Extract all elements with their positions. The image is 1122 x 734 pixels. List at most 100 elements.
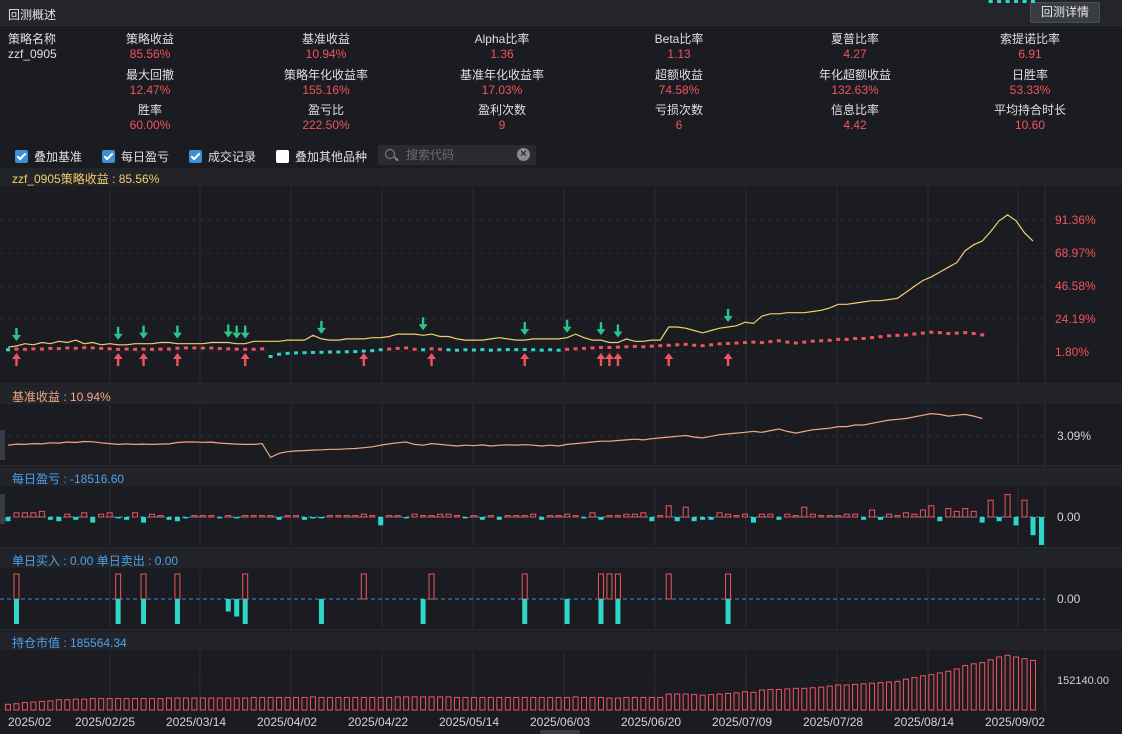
benchmark-overlay-mark [649,344,654,348]
pnl-bar [420,515,427,518]
metric-label: 亏损次数 [654,103,703,117]
holding-bar [504,696,511,711]
holding-bar [606,697,613,711]
metric-item: 基准收益 10.94% [246,32,406,62]
pnl-bar [555,515,562,518]
holding-bar [182,697,189,711]
buy-arrow-icon [613,353,623,366]
checkbox-checked-icon[interactable] [102,149,115,163]
benchmark-overlay-mark [336,350,341,354]
checkbox-checked-icon[interactable] [15,149,28,163]
metric-label: 索提诺比率 [999,32,1060,46]
overlay-other-symbol-checkbox[interactable]: 叠加其他品种 [276,148,367,164]
benchmark-overlay-mark [997,0,1002,3]
x-tick-label: 2025/09/02 [985,715,1045,729]
symbol-search-input[interactable] [406,147,506,163]
metric-item: Alpha比率 1.36 [422,32,582,62]
pnl-bar [750,517,756,523]
pnl-bar [259,515,266,518]
benchmark-overlay-mark [1014,0,1019,3]
daily-pnl-checkbox[interactable]: 每日盈亏 [102,148,169,164]
pnl-bar [649,517,655,522]
pnl-bar [716,512,723,518]
buy-bar [665,573,672,600]
benchmark-overlay-mark [302,351,307,355]
y-tick-label: 24.19% [1055,312,1096,326]
bottom-resize-handle[interactable] [540,730,580,734]
benchmark-panel-header: 基准收益 : 10.94% [0,386,1122,404]
overlay-benchmark-checkbox[interactable]: 叠加基准 [15,148,82,164]
metric-item: 亏损次数 6 [599,103,759,133]
metric-item: 超额收益 74.58% [599,68,759,98]
benchmark-overlay-mark [751,340,756,344]
pnl-bar [826,515,833,518]
benchmark-overlay-mark [480,348,485,352]
metric-label: 最大回撤 [125,68,174,82]
benchmark-overlay-mark [404,346,409,350]
daily-pnl-panel-title: 每日盈亏 : -18516.60 [12,472,125,486]
benchmark-overlay-mark [421,348,426,352]
sell-bar [522,599,528,624]
holding-bar [81,698,88,711]
benchmark-overlay-mark [582,346,587,350]
holding-bar [979,662,986,711]
benchmark-overlay-mark [971,332,976,336]
pnl-bar [674,517,680,522]
benchmark-overlay-mark [988,0,993,3]
holding-bar [581,696,588,711]
buy-arrow-icon [723,353,733,366]
metric-item: 胜率 60.00% [70,103,230,133]
pnl-bar [191,515,198,518]
metric-value: 12.47% [129,83,171,97]
benchmark-overlay-mark [39,347,44,351]
pnl-bar [589,512,596,518]
benchmark-overlay-mark [183,346,188,350]
holding-bar [767,688,774,711]
holding-bar [1021,658,1028,711]
metric-item: 索提诺比率 6.91 [950,32,1110,62]
y-tick-label: 1.80% [1055,345,1089,359]
clear-icon[interactable]: × [517,148,530,161]
holding-bar [843,684,850,711]
left-collapse-handle[interactable] [0,430,5,460]
holding-bar [123,698,130,711]
strategy-panel-header: zzf_0905策略收益 : 85.56% [0,168,1122,186]
benchmark-overlay-mark [454,348,459,352]
checkbox-unchecked-icon[interactable] [276,149,289,163]
metric-label: 平均持合时长 [993,103,1066,117]
pnl-bar [132,512,139,518]
pnl-bar [564,513,571,518]
benchmark-overlay-mark [726,341,731,345]
holding-bar [453,696,460,711]
benchmark-overlay-mark [844,337,849,341]
left-collapse-handle[interactable] [0,494,5,524]
holding-bar [259,696,266,711]
holding-bar [276,696,283,711]
checkbox-checked-icon[interactable] [189,149,202,163]
metric-label: 策略收益 [125,32,174,46]
holdings-panel-header: 持仓市值 : 185564.34 [0,632,1122,650]
pnl-bar [700,517,706,520]
symbol-search[interactable]: × [378,145,536,165]
pnl-bar [758,513,765,518]
metric-value: 17.03% [481,83,523,97]
pnl-bar [267,515,274,518]
metric-item: 策略年化收益率 155.16% [246,68,406,98]
benchmark-overlay-mark [785,340,790,344]
metric-label: 信息比率 [830,103,879,117]
trade-records-checkbox[interactable]: 成交记录 [189,148,256,164]
benchmark-overlay-mark [819,339,824,343]
pnl-bar [953,510,960,518]
holding-bar [631,696,638,711]
backtest-detail-button[interactable]: 回测详情 [1030,2,1100,23]
benchmark-overlay-mark [802,340,807,344]
strategy-panel-title: zzf_0905策略收益 : 85.56% [12,172,160,186]
pnl-bar [343,515,350,518]
pnl-bar [987,499,994,518]
holding-bar [725,692,732,711]
pnl-bar [90,517,96,523]
benchmark-overlay-mark [277,352,282,356]
y-tick-label: 0.00 [1057,510,1081,524]
y-tick-label: 3.09% [1057,429,1091,443]
